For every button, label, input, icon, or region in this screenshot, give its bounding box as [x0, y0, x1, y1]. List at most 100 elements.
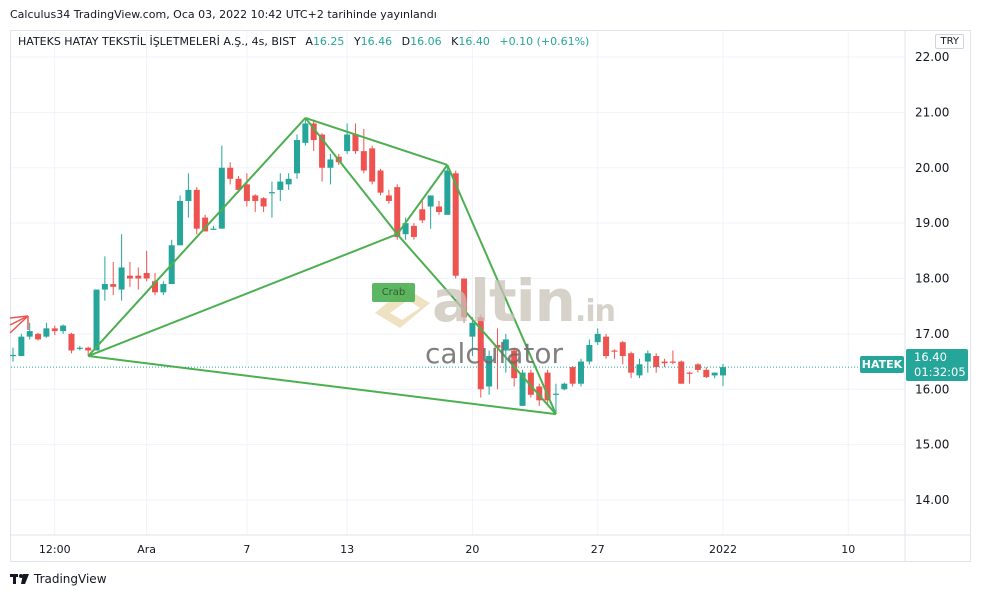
candle-body — [603, 336, 610, 357]
candle-body — [519, 372, 526, 406]
candle-body — [43, 328, 50, 337]
candle-body — [260, 198, 267, 207]
candle-body — [619, 342, 626, 357]
candle-body — [35, 333, 42, 340]
y-tick-label: 14.00 — [915, 493, 949, 507]
y-tick-label: 16.00 — [915, 382, 949, 396]
y-tick-label: 22.00 — [915, 50, 949, 64]
candle-body — [703, 369, 710, 378]
candle-body — [360, 151, 367, 171]
candle-body — [294, 140, 301, 174]
candle-body — [661, 361, 668, 364]
harmonic-pattern-line-XB — [87, 233, 398, 357]
change-value: +0.10 (+0.61%) — [499, 35, 590, 48]
candle-body — [578, 361, 585, 384]
harmonic-pattern-line-BD — [396, 233, 557, 415]
harmonic-pattern-line-AB — [304, 117, 399, 235]
candle-body — [536, 386, 543, 401]
candle-body — [628, 353, 635, 373]
x-tick-label: 13 — [340, 543, 354, 556]
last-price-tag: 16.40 01:32:05 — [906, 349, 968, 381]
y-tick-label: 15.00 — [915, 438, 949, 452]
candle-body — [193, 189, 200, 229]
candle-body — [76, 347, 83, 349]
last-price: 16.40 — [914, 350, 947, 364]
drawing-arrow-icon — [9, 315, 29, 334]
candle-body — [26, 331, 33, 337]
harmonic-pattern-line-BC — [396, 164, 449, 235]
harmonic-pattern-line-CD — [446, 164, 557, 415]
candle-body — [243, 184, 250, 201]
y-tick-label: 18.00 — [915, 272, 949, 286]
x-tick-label: Ara — [137, 543, 156, 556]
candle-body — [511, 350, 518, 379]
currency-badge[interactable]: TRY — [935, 34, 964, 49]
candle-body — [444, 170, 451, 215]
candle-body — [126, 275, 133, 279]
harmonic-pattern-line-XA — [87, 117, 307, 357]
candle-body — [569, 367, 576, 384]
candle-body — [561, 383, 568, 390]
candle-body — [143, 272, 150, 279]
candle-body — [302, 123, 309, 143]
candle-body — [385, 195, 392, 201]
candle-body — [720, 367, 727, 376]
candle-body — [436, 206, 443, 213]
symbol-title: HATEKS HATAY TEKSTİL İŞLETMELERİ A.Ş., 4… — [18, 35, 296, 48]
y-tick-label: 19.00 — [915, 216, 949, 230]
candle-body — [678, 361, 685, 384]
x-tick-label: 2022 — [709, 543, 737, 556]
candle-body — [527, 372, 534, 395]
candle-body — [461, 278, 468, 318]
candle-body — [636, 364, 643, 376]
harmonic-pattern-line-AC — [305, 116, 448, 166]
candle-body — [135, 275, 142, 279]
candle-body — [202, 217, 209, 232]
candle-body — [686, 372, 693, 374]
candle-body — [310, 123, 317, 141]
candle-body — [235, 178, 242, 190]
tradingview-logo-icon — [10, 574, 29, 584]
tradingview-footer[interactable]: TradingView — [10, 572, 107, 586]
candle-body — [494, 344, 501, 348]
candle-body — [268, 192, 275, 194]
symbol-tag: HATEK — [860, 356, 904, 373]
candle-body — [469, 322, 476, 337]
candle-body — [669, 361, 676, 363]
candle-body — [586, 344, 593, 362]
candle-body — [60, 325, 67, 332]
candle-body — [68, 333, 75, 351]
candle-body — [93, 289, 100, 351]
candle-body — [427, 195, 434, 207]
y-tick-label: 20.00 — [915, 161, 949, 175]
x-tick-label: 27 — [591, 543, 605, 556]
y-tick-label: 17.00 — [915, 327, 949, 341]
candle-body — [502, 339, 509, 351]
candle-body — [486, 356, 493, 387]
candle-body — [218, 167, 225, 229]
chart-frame — [10, 30, 971, 562]
candle-body — [210, 228, 217, 230]
candle-body — [10, 354, 16, 357]
candle-body — [419, 209, 426, 221]
candle-body — [51, 328, 58, 332]
pattern-label[interactable]: Crab — [372, 283, 415, 302]
candle-body — [118, 267, 125, 290]
candle-body — [410, 225, 417, 237]
candle-body — [653, 356, 660, 368]
high-value: 16.46 — [360, 35, 393, 48]
symbol-legend: HATEKS HATAY TEKSTİL İŞLETMELERİ A.Ş., 4… — [18, 35, 589, 48]
candle-body — [277, 181, 284, 190]
candle-body — [327, 159, 334, 168]
candle-body — [285, 178, 292, 185]
candle-body — [85, 347, 92, 351]
publish-info: Calculus34 TradingView.com, Oca 03, 2022… — [10, 8, 437, 21]
candle-body — [177, 200, 184, 246]
candle-body — [18, 336, 25, 357]
x-tick-label: 10 — [841, 543, 855, 556]
candle-body — [369, 148, 376, 182]
candle-body — [594, 333, 601, 343]
high-label: Y — [353, 35, 361, 48]
harmonic-pattern-line-XD — [88, 355, 557, 416]
